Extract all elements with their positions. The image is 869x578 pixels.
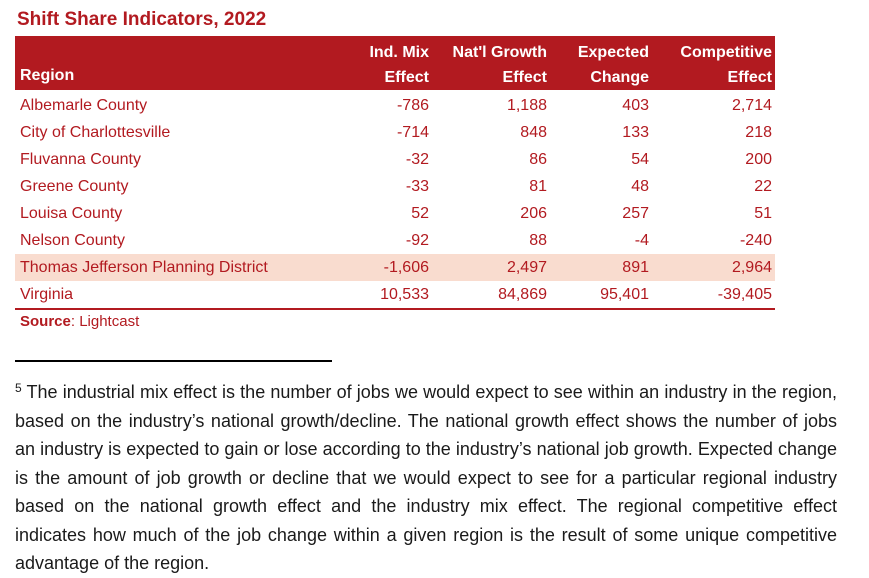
cell-region: Nelson County bbox=[20, 231, 125, 249]
cell-ind-mix: -32 bbox=[405, 150, 429, 168]
table-row: Virginia 10,533 84,869 95,401 -39,405 bbox=[15, 281, 775, 310]
source-text: : Lightcast bbox=[70, 313, 140, 330]
cell-natl-growth: 81 bbox=[529, 177, 547, 195]
cell-ind-mix: 52 bbox=[411, 204, 429, 222]
table-row: Nelson County -92 88 -4 -240 bbox=[15, 227, 775, 254]
table-row: City of Charlottesville -714 848 133 218 bbox=[15, 119, 775, 146]
footnote: 5 The industrial mix effect is the numbe… bbox=[15, 374, 837, 578]
cell-expected: 95,401 bbox=[550, 281, 652, 310]
cell-ind-mix: -714 bbox=[396, 123, 429, 141]
cell-competitive: 218 bbox=[745, 123, 772, 141]
cell-natl-growth: 848 bbox=[520, 123, 547, 141]
footnote-divider bbox=[15, 360, 332, 362]
header-ind-mix: Ind. Mix Effect bbox=[352, 36, 432, 90]
cell-region: Greene County bbox=[20, 177, 129, 195]
footnote-text: The industrial mix effect is the number … bbox=[15, 382, 837, 573]
cell-competitive: -240 bbox=[739, 231, 772, 249]
cell-ind-mix: -33 bbox=[405, 177, 429, 195]
table-row: Fluvanna County -32 86 54 200 bbox=[15, 146, 775, 173]
header-row: Region Ind. Mix Effect Nat'l Growth Effect… bbox=[15, 36, 775, 90]
cell-region: Fluvanna County bbox=[20, 150, 141, 168]
cell-ind-mix: -1,606 bbox=[352, 254, 432, 281]
cell-expected: 257 bbox=[622, 204, 649, 222]
cell-natl-growth: 2,497 bbox=[432, 254, 550, 281]
cell-expected: 48 bbox=[631, 177, 649, 195]
cell-region: City of Charlottesville bbox=[20, 123, 171, 141]
cell-natl-growth: 84,869 bbox=[432, 281, 550, 310]
cell-natl-growth: 1,188 bbox=[506, 96, 547, 114]
cell-ind-mix: -92 bbox=[405, 231, 429, 249]
cell-competitive: -39,405 bbox=[652, 281, 775, 310]
header-region: Region bbox=[15, 36, 352, 90]
cell-region: Louisa County bbox=[20, 204, 123, 222]
cell-ind-mix: -786 bbox=[396, 96, 429, 114]
cell-expected: 403 bbox=[622, 96, 649, 114]
cell-competitive: 22 bbox=[754, 177, 772, 195]
cell-region: Thomas Jefferson Planning District bbox=[15, 254, 352, 281]
header-expected-change: Expected Change bbox=[550, 36, 652, 90]
cell-expected: 891 bbox=[550, 254, 652, 281]
cell-competitive: 2,964 bbox=[652, 254, 775, 281]
shift-share-table: Region Ind. Mix Effect Nat'l Growth Effect… bbox=[15, 36, 775, 310]
table-title: Shift Share Indicators, 2022 bbox=[17, 9, 267, 30]
table-row: Albemarle County -786 1,188 403 2,714 bbox=[15, 92, 775, 119]
table-row-highlighted: Thomas Jefferson Planning District -1,60… bbox=[15, 254, 775, 281]
cell-competitive: 200 bbox=[745, 150, 772, 168]
cell-expected: -4 bbox=[634, 231, 649, 249]
source-label: Source bbox=[20, 313, 71, 330]
cell-expected: 133 bbox=[622, 123, 649, 141]
cell-region: Albemarle County bbox=[20, 96, 148, 114]
cell-expected: 54 bbox=[631, 150, 649, 168]
source-note: Source: Lightcast bbox=[20, 313, 139, 330]
footnote-marker: 5 bbox=[15, 381, 22, 395]
cell-region: Virginia bbox=[15, 281, 352, 310]
cell-natl-growth: 206 bbox=[520, 204, 547, 222]
header-competitive: Competitive Effect bbox=[652, 36, 775, 90]
table-row: Greene County -33 81 48 22 bbox=[15, 173, 775, 200]
cell-competitive: 51 bbox=[754, 204, 772, 222]
cell-competitive: 2,714 bbox=[731, 96, 772, 114]
cell-natl-growth: 86 bbox=[529, 150, 547, 168]
table-row: Louisa County 52 206 257 51 bbox=[15, 200, 775, 227]
header-natl-growth: Nat'l Growth Effect bbox=[432, 36, 550, 90]
cell-ind-mix: 10,533 bbox=[352, 281, 432, 310]
cell-natl-growth: 88 bbox=[529, 231, 547, 249]
